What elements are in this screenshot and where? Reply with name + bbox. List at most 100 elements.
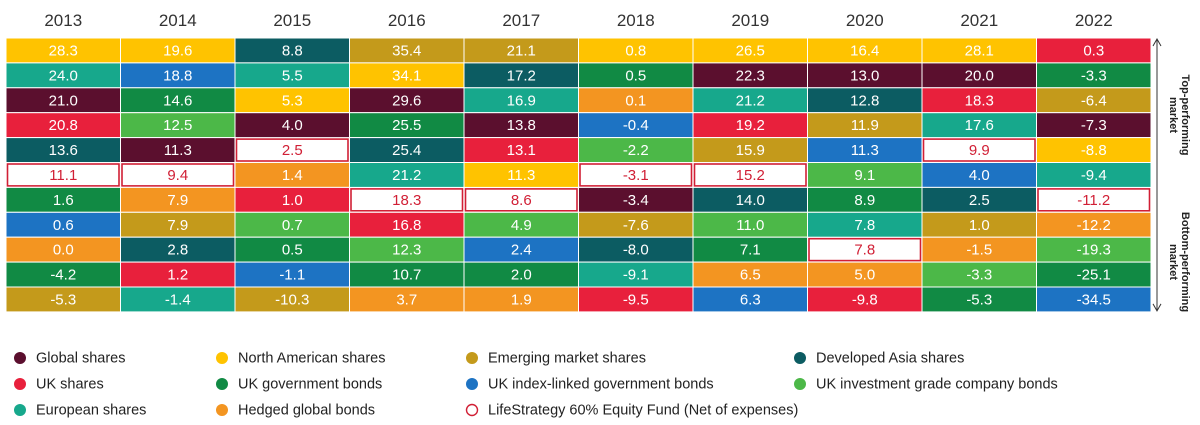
cell-value: 1.4: [282, 167, 303, 184]
table-cell: 0.7: [234, 211, 350, 238]
cell-background: [807, 112, 923, 139]
legend-label: LifeStrategy 60% Equity Fund (Net of exp…: [488, 403, 798, 419]
table-cell: 4.9: [463, 211, 579, 238]
table-cell: 25.5: [349, 112, 465, 139]
year-label: 2022: [1075, 11, 1113, 30]
table-cell: 0.5: [578, 62, 694, 89]
cell-value: 13.8: [507, 117, 536, 134]
table-cell: -5.3: [921, 286, 1037, 313]
cell-value: 1.9: [511, 291, 532, 308]
cell-value: 7.8: [854, 242, 875, 259]
cell-value: 9.1: [854, 167, 875, 184]
table-cell: -12.2: [1036, 211, 1152, 238]
cell-background: [5, 62, 121, 89]
cell-background: [235, 138, 349, 162]
year-header-row: 2013 2014 2015 2016 2017 2018 2019 2020 2021 2022: [44, 11, 1112, 30]
table-cell: 13.0: [807, 62, 923, 89]
cell-value: 0.6: [53, 217, 74, 234]
side-axis: Top-performingmarket Bottom-performingmar…: [1152, 37, 1191, 312]
cell-background: [349, 162, 465, 188]
top-performing-label: Top-performingmarket: [1167, 74, 1191, 155]
cell-background: [1036, 37, 1152, 64]
year-label: 2021: [960, 11, 998, 30]
legend-label: UK shares: [36, 377, 104, 393]
cell-value: -1.5: [966, 242, 992, 259]
table-cell: 2.5: [921, 186, 1037, 213]
legend-item: LifeStrategy 60% Equity Fund (Net of exp…: [465, 403, 798, 419]
table-cell: 21.2: [692, 87, 808, 114]
cell-value: 7.1: [740, 242, 761, 259]
cell-background: [5, 286, 121, 313]
cell-value: 25.5: [392, 117, 421, 134]
table-cell: 2.4: [463, 236, 579, 263]
cell-value: 20.0: [965, 67, 994, 84]
legend-item: UK index-linked government bonds: [466, 377, 714, 393]
table-cell: 9.4: [121, 163, 235, 187]
cell-background: [693, 163, 807, 187]
cell-background: [463, 236, 579, 263]
legend-item: UK government bonds: [216, 377, 382, 393]
cell-background: [1036, 236, 1152, 263]
table-cell: -19.3: [1036, 236, 1152, 263]
cell-value: 25.4: [392, 142, 421, 159]
table-cell: 35.4: [349, 37, 465, 64]
cell-value: 1.2: [167, 267, 188, 284]
table-cell: 8.9: [807, 186, 923, 213]
cell-value: 5.5: [282, 67, 303, 84]
table-cell: 4.0: [234, 112, 350, 139]
table-cell: 13.1: [463, 137, 579, 164]
year-label: 2013: [44, 11, 82, 30]
table-cell: 19.6: [120, 37, 236, 64]
table-cell: 6.3: [692, 286, 808, 313]
legend-label: Emerging market shares: [488, 351, 646, 367]
cell-value: -12.2: [1077, 217, 1111, 234]
table-cell: 21.2: [349, 162, 465, 188]
table-cell: 8.8: [234, 37, 350, 64]
cell-background: [463, 37, 579, 64]
table-cell: -10.3: [234, 286, 350, 313]
cell-background: [578, 211, 694, 238]
table-cell: 12.5: [120, 112, 236, 139]
table-cell: 1.9: [463, 286, 579, 313]
cell-value: 7.8: [854, 217, 875, 234]
cell-value: 15.9: [736, 142, 765, 159]
cell-background: [121, 163, 235, 187]
table-cell: -3.3: [1036, 62, 1152, 89]
table-cell: 0.3: [1036, 37, 1152, 64]
cell-value: 21.2: [736, 92, 765, 109]
cell-value: 26.5: [736, 42, 765, 59]
year-label: 2020: [846, 11, 884, 30]
table-cell: -34.5: [1036, 286, 1152, 313]
year-label: 2019: [731, 11, 769, 30]
cell-background: [463, 211, 579, 238]
cell-value: 13.1: [507, 142, 536, 159]
table-cell: 20.8: [5, 112, 121, 139]
cell-background: [1036, 62, 1152, 89]
table-cell: 6.5: [692, 261, 808, 288]
cell-background: [578, 137, 694, 164]
cell-value: 12.3: [392, 242, 421, 259]
cell-background: [807, 286, 923, 313]
cell-background: [349, 236, 465, 263]
table-cell: 12.8: [807, 87, 923, 114]
cell-value: 12.8: [850, 92, 879, 109]
table-cell: 16.8: [349, 211, 465, 238]
table-cell: 9.9: [922, 138, 1036, 162]
cell-background: [120, 112, 236, 139]
cell-value: 11.3: [164, 142, 192, 159]
table-cell: -5.3: [5, 286, 121, 313]
table-cell: 34.1: [349, 62, 465, 89]
cell-value: -8.8: [1081, 142, 1107, 159]
table-cell: 5.0: [807, 261, 923, 288]
cell-value: 11.9: [851, 117, 879, 134]
table-cell: 16.4: [807, 37, 923, 64]
legend-item: UK shares: [14, 377, 104, 393]
cell-value: 24.0: [49, 67, 78, 84]
legend-label: UK investment grade company bonds: [816, 377, 1058, 393]
cell-value: -1.1: [279, 267, 305, 284]
cell-background: [234, 186, 350, 213]
cell-value: 14.6: [163, 92, 192, 109]
cell-value: -9.5: [623, 291, 649, 308]
table-cell: -9.5: [578, 286, 694, 313]
